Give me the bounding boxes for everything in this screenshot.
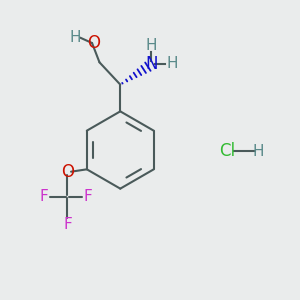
Text: Cl: Cl [219, 142, 235, 160]
Text: F: F [63, 217, 72, 232]
Text: H: H [70, 30, 81, 45]
Text: F: F [39, 190, 48, 205]
Text: H: H [253, 144, 264, 159]
Text: F: F [84, 190, 93, 205]
Text: O: O [87, 34, 100, 52]
Text: H: H [167, 56, 178, 71]
Text: O: O [61, 163, 74, 181]
Text: H: H [146, 38, 157, 53]
Text: N: N [145, 55, 158, 73]
